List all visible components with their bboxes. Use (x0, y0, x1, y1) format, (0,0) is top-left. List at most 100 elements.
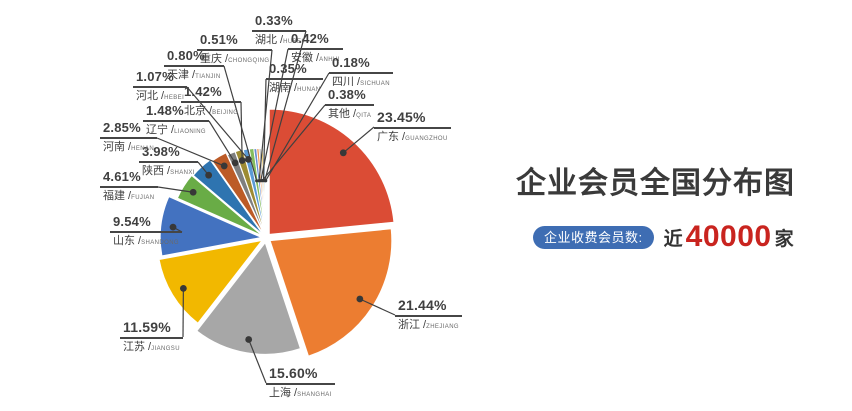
pie-label-region-name: 重庆 /CHONGQING (200, 53, 270, 66)
pie-label-pinyin: HUBEI (283, 39, 304, 46)
pie-label-region-name: 湖北 /HUBEI (255, 34, 304, 47)
member-count-row: 企业收费会员数: 近 40000 家 (533, 220, 794, 254)
pie-slice-beijing (234, 149, 265, 234)
leader-line (157, 186, 194, 193)
pie-slice-jiangsu (158, 240, 263, 324)
pie-label-pinyin: HUNAN (297, 87, 321, 94)
pie-label-pinyin: GUANGZHOU (405, 136, 448, 143)
pie-label-hebei: 1.07% 河北 /HEBEI (133, 69, 188, 103)
pie-label-beijing: 1.42% 北京 /BEIJING (181, 84, 242, 118)
leader-dot (244, 155, 252, 163)
pie-label-region-name: 广东 /GUANGZHOU (377, 131, 448, 144)
page-title: 企业会员全国分布图 (516, 167, 795, 200)
pie-label-region-name: 福建 /FUJIAN (103, 190, 155, 203)
pie-label-percent: 23.45% (374, 109, 451, 130)
pie-slice-fujian (177, 175, 263, 236)
pie-label-shandong: 9.54% 山东 /SHANDONG (110, 214, 182, 248)
pie-label-percent: 11.59% (120, 319, 183, 340)
pie-label-pinyin: JIANGSU (151, 346, 180, 353)
leader-line (264, 30, 307, 181)
leader-dot (231, 159, 239, 167)
leader-line (248, 339, 267, 384)
pie-label-region-name: 辽宁 /LIAONING (146, 124, 206, 137)
pie-label-region-name: 浙江 /ZHEJIANG (398, 319, 459, 332)
pie-label-percent: 0.35% (266, 61, 324, 81)
leader-line (208, 120, 236, 164)
pie-label-pinyin: SHANXI (170, 170, 195, 177)
leader-line (223, 65, 258, 181)
pie-label-pinyin: HENAN (131, 146, 155, 153)
pie-label-percent: 1.07% (133, 69, 188, 89)
leader-dot (264, 179, 268, 183)
leader-dot (356, 295, 364, 303)
pie-label-percent: 15.60% (266, 365, 335, 386)
pie-label-region-name: 北京 /BEIJING (184, 105, 239, 118)
pie-label-percent: 0.80% (164, 48, 224, 68)
leader-dot (205, 171, 213, 179)
leader-line (262, 78, 267, 181)
leader-line (240, 101, 243, 161)
stat-prefix: 近 (663, 228, 683, 250)
pie-label-pinyin: FUJIAN (131, 195, 155, 202)
leader-dot (238, 157, 246, 164)
pie-label-region-name: 河北 /HEBEI (136, 90, 185, 103)
leader-line (156, 137, 225, 167)
pie-label-percent: 0.33% (252, 13, 307, 33)
pie-label-region-name: 陕西 /SHANXI (142, 165, 195, 178)
pie-label-pinyin: HEBEI (164, 95, 185, 102)
pie-label-fujian: 4.61% 福建 /FUJIAN (100, 169, 158, 203)
pie-label-percent: 2.85% (100, 120, 158, 140)
pie-label-percent: 0.51% (197, 32, 273, 52)
pie-label-chongqing: 0.51% 重庆 /CHONGQING (197, 32, 273, 66)
pie-label-region-name: 上海 /SHANGHAI (269, 387, 332, 400)
pie-label-percent: 21.44% (395, 297, 462, 318)
pie-label-hunan: 0.35% 湖南 /HUNAN (266, 61, 324, 95)
pie-slice-liaoning (226, 151, 265, 234)
pie-label-pinyin: SHANDONG (141, 240, 179, 247)
summary-panel: 企业会员全国分布图 企业收费会员数: 近 40000 家 (516, 158, 846, 253)
pie-label-percent: 3.98% (139, 144, 198, 164)
pie-slice-hebei (242, 148, 266, 234)
pie-label-zhejiang: 21.44% 浙江 /ZHEJIANG (395, 297, 462, 332)
pie-label-percent: 1.42% (181, 84, 242, 104)
leader-line (186, 86, 249, 160)
pie-label-region-name: 河南 /HENAN (103, 141, 155, 154)
pie-label-jiangsu: 11.59% 江苏 /JIANGSU (120, 319, 183, 354)
pie-label-region-name: 江苏 /JIANGSU (123, 341, 180, 354)
pie-label-region-name: 其他 /QITA (328, 108, 372, 121)
leader-dot (339, 149, 347, 157)
pie-label-pinyin: TIANJIN (195, 74, 221, 81)
pie-label-pinyin: ANHUI (319, 57, 340, 64)
member-count-badge: 企业收费会员数: (533, 225, 654, 249)
leader-dot (255, 179, 259, 183)
pie-label-qita: 0.38% 其他 /QITA (325, 87, 375, 121)
pie-label-percent: 0.42% (288, 31, 343, 51)
leader-dot (220, 162, 228, 170)
pie-label-shanghai: 15.60% 上海 /SHANGHAI (266, 365, 335, 400)
leader-dot (189, 188, 197, 196)
pie-label-region-name: 湖南 /HUNAN (269, 82, 321, 95)
pie-label-region-name: 山东 /SHANDONG (113, 235, 179, 248)
pie-label-pinyin: LIAONING (174, 129, 206, 136)
pie-label-percent: 0.38% (325, 87, 375, 107)
stat-suffix: 家 (774, 228, 794, 250)
pie-label-tianjin: 0.80% 天津 /TIANJIN (164, 48, 224, 82)
pie-label-region-name: 安徽 /ANHUI (291, 52, 340, 65)
pie-slice-zhejiang (269, 228, 393, 357)
pie-label-pinyin: CHONGQING (228, 58, 270, 65)
pie-label-pinyin: QITA (356, 113, 372, 120)
pie-label-pinyin: SICHUAN (360, 81, 390, 88)
leader-line (342, 126, 375, 154)
leader-line (265, 72, 330, 182)
pie-label-sichuan: 0.18% 四川 /SICHUAN (329, 55, 393, 88)
pie-label-percent: 9.54% (110, 214, 182, 234)
member-count-value: 40000 (685, 220, 772, 253)
pie-label-region-name: 天津 /TIANJIN (167, 69, 221, 82)
pie-label-percent: 4.61% (100, 169, 158, 189)
leader-dot (179, 284, 187, 292)
pie-slice-shandong (159, 196, 263, 257)
leader-dot (169, 223, 177, 231)
pie-label-pinyin: BEIJING (212, 110, 239, 117)
pie-label-shanxi: 3.98% 陕西 /SHANXI (139, 144, 198, 178)
